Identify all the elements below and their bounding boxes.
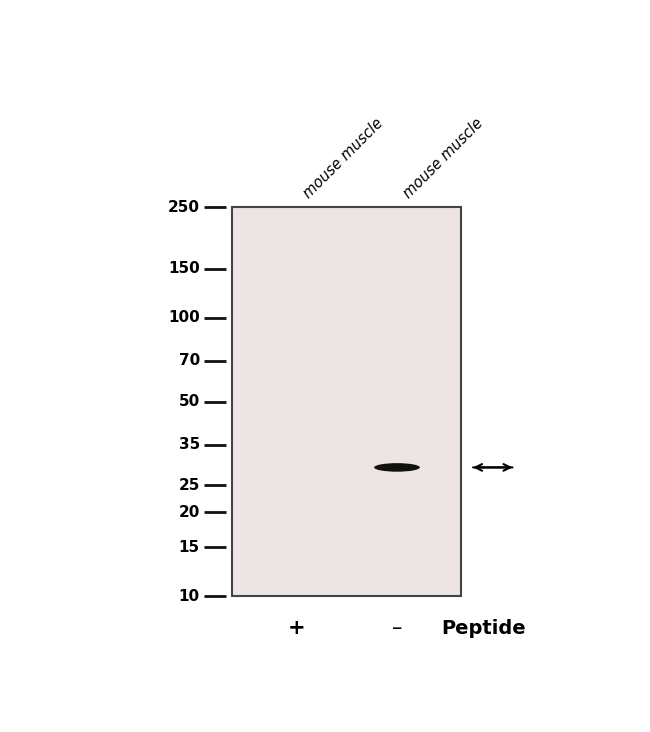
- Ellipse shape: [374, 463, 420, 471]
- Text: 15: 15: [179, 539, 200, 555]
- Text: Peptide: Peptide: [441, 619, 526, 638]
- Text: 25: 25: [179, 478, 200, 493]
- Text: 10: 10: [179, 589, 200, 604]
- Text: 250: 250: [168, 200, 200, 214]
- Text: 150: 150: [168, 261, 200, 277]
- Text: 35: 35: [179, 437, 200, 452]
- Text: mouse muscle: mouse muscle: [401, 116, 486, 201]
- Text: 50: 50: [179, 394, 200, 409]
- Text: 70: 70: [179, 354, 200, 368]
- Text: –: –: [392, 619, 402, 638]
- Bar: [233, 207, 461, 596]
- Text: mouse muscle: mouse muscle: [300, 116, 386, 201]
- Text: 100: 100: [168, 310, 200, 326]
- Text: 20: 20: [179, 505, 200, 520]
- Text: +: +: [287, 619, 306, 638]
